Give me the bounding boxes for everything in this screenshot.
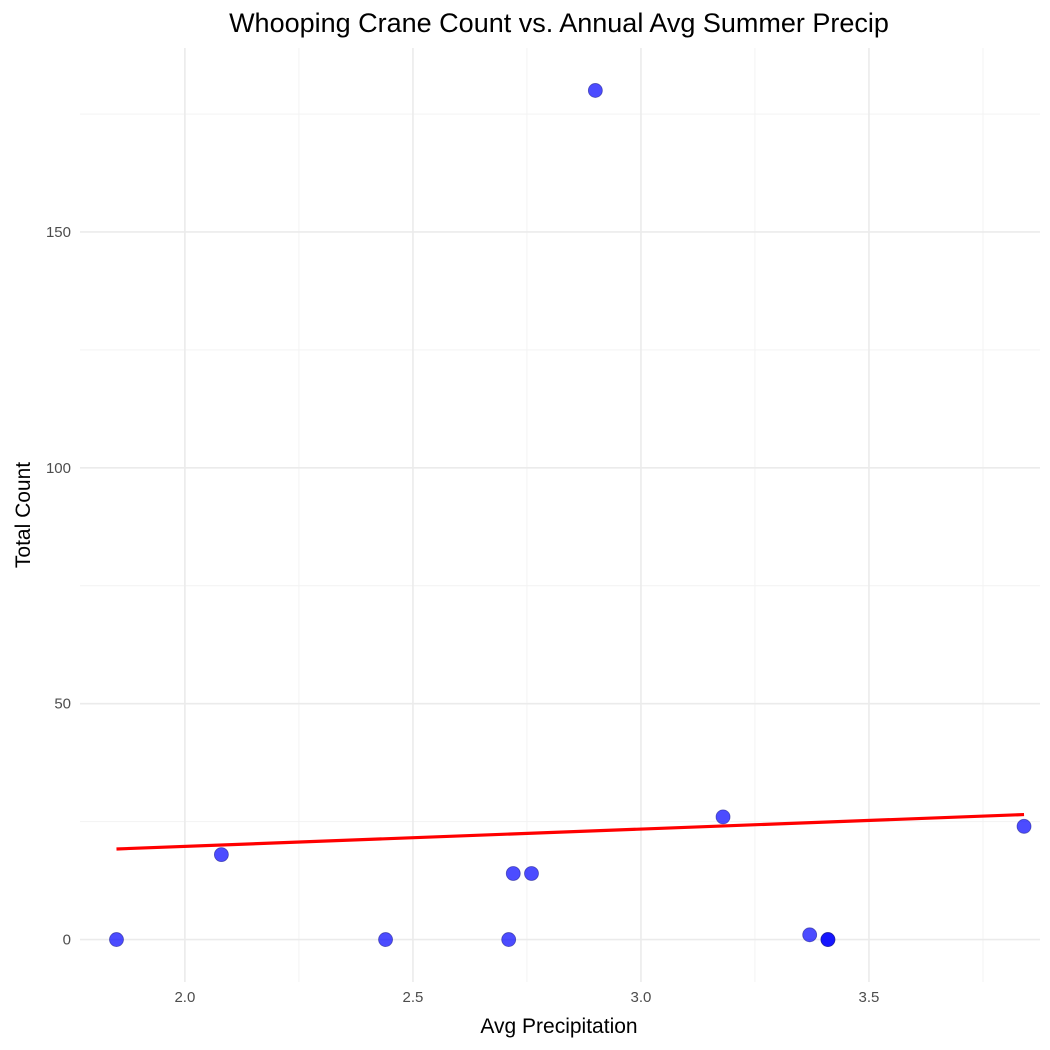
data-point bbox=[820, 932, 836, 947]
minor-gridlines bbox=[80, 48, 1040, 982]
trend-line bbox=[116, 812, 1025, 851]
major-gridlines bbox=[80, 48, 1040, 982]
data-point bbox=[378, 932, 393, 947]
data-point bbox=[802, 927, 818, 943]
x-axis-title: Avg Precipitation bbox=[480, 1015, 637, 1038]
data-point bbox=[213, 847, 229, 863]
x-tick-label: 3.5 bbox=[859, 989, 880, 1006]
data-point bbox=[109, 932, 124, 947]
y-tick-label: 0 bbox=[63, 932, 71, 949]
x-tick-label: 3.0 bbox=[631, 989, 652, 1006]
y-axis-title: Total Count bbox=[12, 462, 35, 568]
data-point bbox=[587, 83, 603, 98]
data-point bbox=[1016, 818, 1032, 834]
x-tick-label: 2.0 bbox=[174, 989, 195, 1006]
y-tick-label: 150 bbox=[46, 224, 71, 241]
data-point bbox=[715, 809, 731, 825]
x-axis-tick-labels: 2.0 2.5 3.0 3.5 bbox=[174, 989, 879, 1006]
chart-title: Whooping Crane Count vs. Annual Avg Summ… bbox=[229, 8, 889, 38]
y-axis-tick-labels: 0 50 100 150 bbox=[46, 224, 71, 949]
y-tick-label: 100 bbox=[46, 460, 71, 477]
data-point bbox=[524, 866, 539, 881]
x-tick-label: 2.5 bbox=[402, 989, 423, 1006]
data-point bbox=[505, 866, 521, 881]
data-points bbox=[109, 83, 1032, 947]
trend-line-group bbox=[116, 812, 1025, 851]
y-tick-label: 50 bbox=[54, 696, 71, 713]
data-point bbox=[501, 932, 517, 947]
